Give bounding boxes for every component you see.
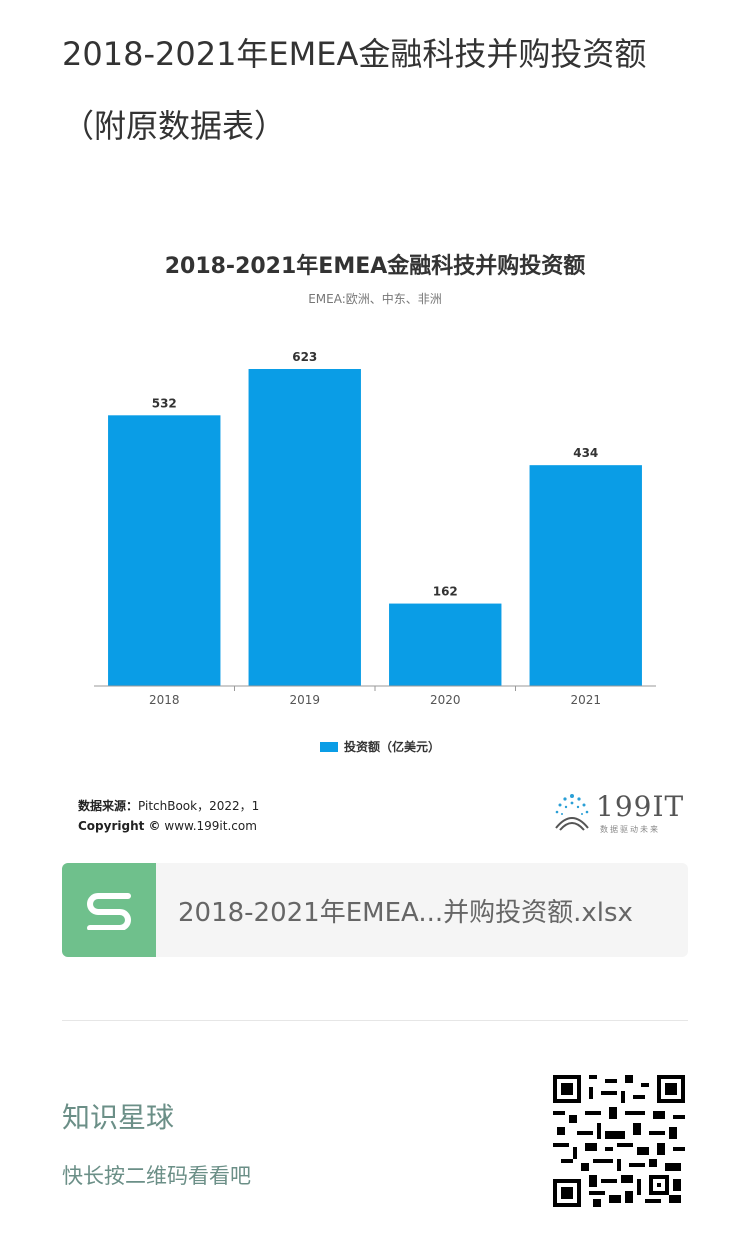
chart-subtitle: EMEA:欧洲、中东、非洲 <box>308 292 442 306</box>
chart-legend: 投资额（亿美元） <box>320 738 440 755</box>
bar-chart: 532 2018 623 2019 162 2020 434 2021 <box>94 350 656 707</box>
logo-dots-icon <box>555 794 589 831</box>
legend-label: 投资额（亿美元） <box>344 740 441 754</box>
chart-title: 2018-2021年EMEA金融科技并购投资额 <box>164 254 586 279</box>
bar-2021 <box>529 465 642 686</box>
divider <box>62 1020 688 1021</box>
data-label-2018: 532 <box>152 396 177 410</box>
x-tick-label-2020: 2020 <box>430 693 461 707</box>
source-text: PitchBook，2022，1 <box>138 799 260 813</box>
copyright-site: www.199it.com <box>164 819 257 833</box>
x-tick-label-2019: 2019 <box>289 693 320 707</box>
x-tick-label-2018: 2018 <box>149 693 180 707</box>
bar-2018 <box>108 415 221 686</box>
copyright-label: Copyright © <box>78 819 161 833</box>
spreadsheet-s-icon <box>62 863 156 957</box>
qr-code-icon[interactable] <box>553 1075 685 1207</box>
page-title: 2018-2021年EMEA金融科技并购投资额（附原数据表） <box>62 35 647 145</box>
bar-2020 <box>389 603 502 686</box>
199it-logo: 199IT 数据驱动未来 <box>552 790 685 840</box>
source-label: 数据来源： <box>78 799 139 813</box>
legend-swatch <box>320 741 338 752</box>
planet-hint: 快长按二维码看看吧 <box>62 1164 251 1188</box>
planet-title: 知识星球 <box>62 1101 175 1134</box>
logo-text: 199IT <box>596 790 685 823</box>
source-block: 数据来源：PitchBook，2022，1 Copyright © www.19… <box>78 796 259 836</box>
data-label-2021: 434 <box>573 446 598 460</box>
data-label-2020: 162 <box>433 585 458 599</box>
x-tick-label-2021: 2021 <box>570 693 601 707</box>
data-label-2019: 623 <box>292 350 317 364</box>
logo-tagline: 数据驱动未来 <box>600 825 660 834</box>
chart: 532 2018 623 2019 162 2020 434 2021 2018-2021年E… <box>62 230 688 850</box>
bar-2019 <box>248 369 361 686</box>
attachment-card[interactable]: 2018-2021年EMEA...并购投资额.xlsx <box>62 863 688 957</box>
attachment-file-name: 2018-2021年EMEA...并购投资额.xlsx <box>178 897 633 928</box>
